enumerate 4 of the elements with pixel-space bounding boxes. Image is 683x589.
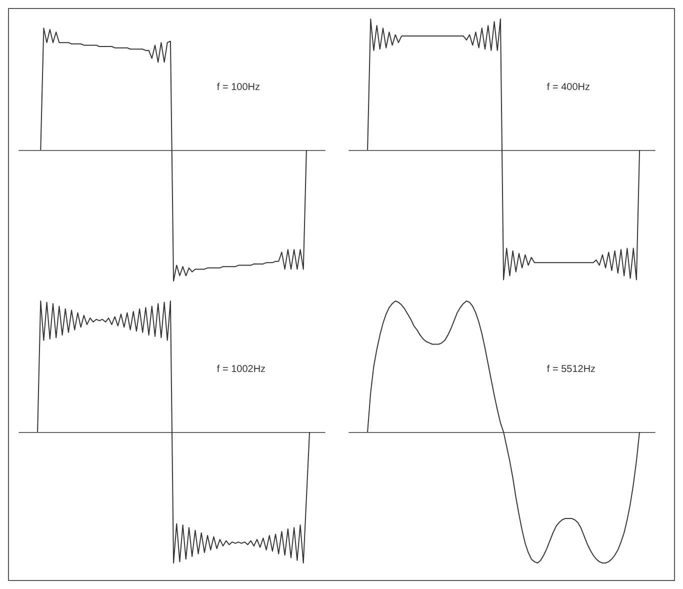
annotation: f = 1002Hz xyxy=(216,364,266,375)
annotation: f = 100Hz xyxy=(216,82,260,93)
annotation: f = 5512Hz xyxy=(546,364,596,375)
annotation: f = 400Hz xyxy=(546,82,590,93)
